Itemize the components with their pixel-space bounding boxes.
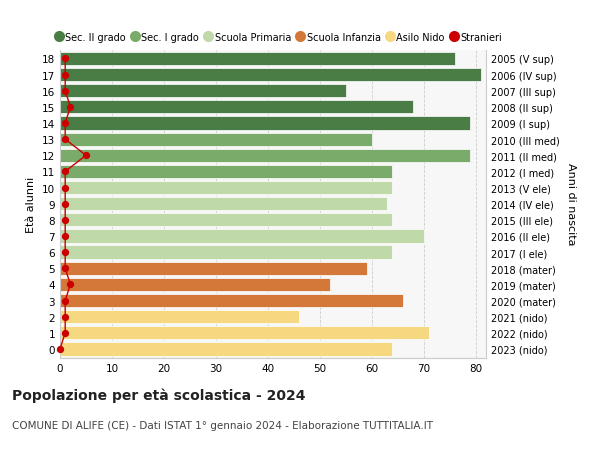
Point bbox=[61, 120, 70, 128]
Bar bbox=[60, 342, 392, 356]
Bar bbox=[60, 198, 387, 211]
Bar bbox=[60, 117, 470, 130]
Point bbox=[61, 217, 70, 224]
Point bbox=[61, 72, 70, 79]
Point bbox=[61, 313, 70, 321]
Bar bbox=[60, 230, 424, 243]
Bar bbox=[60, 133, 372, 146]
Point bbox=[61, 265, 70, 272]
Legend: Sec. II grado, Sec. I grado, Scuola Primaria, Scuola Infanzia, Asilo Nido, Stran: Sec. II grado, Sec. I grado, Scuola Prim… bbox=[56, 33, 502, 43]
Point bbox=[65, 281, 75, 288]
Point bbox=[61, 330, 70, 337]
Point bbox=[61, 185, 70, 192]
Point bbox=[65, 104, 75, 112]
Bar bbox=[60, 214, 392, 227]
Bar bbox=[60, 69, 481, 82]
Bar bbox=[60, 149, 470, 162]
Bar bbox=[60, 326, 429, 340]
Bar bbox=[60, 182, 392, 195]
Y-axis label: Età alunni: Età alunni bbox=[26, 176, 37, 232]
Point bbox=[55, 346, 65, 353]
Bar bbox=[60, 278, 330, 291]
Point bbox=[61, 249, 70, 256]
Bar bbox=[60, 262, 367, 275]
Text: COMUNE DI ALIFE (CE) - Dati ISTAT 1° gennaio 2024 - Elaborazione TUTTITALIA.IT: COMUNE DI ALIFE (CE) - Dati ISTAT 1° gen… bbox=[12, 420, 433, 430]
Point bbox=[81, 152, 91, 160]
Point bbox=[61, 136, 70, 144]
Bar bbox=[60, 246, 392, 259]
Bar bbox=[60, 101, 413, 114]
Text: Popolazione per età scolastica - 2024: Popolazione per età scolastica - 2024 bbox=[12, 388, 305, 403]
Bar bbox=[60, 294, 403, 308]
Bar bbox=[60, 310, 299, 324]
Point bbox=[61, 297, 70, 304]
Point bbox=[61, 201, 70, 208]
Bar bbox=[60, 53, 455, 66]
Bar bbox=[60, 165, 392, 179]
Point bbox=[61, 56, 70, 63]
Point bbox=[61, 168, 70, 176]
Bar bbox=[60, 85, 346, 98]
Y-axis label: Anni di nascita: Anni di nascita bbox=[566, 163, 576, 246]
Point bbox=[61, 233, 70, 240]
Point bbox=[61, 88, 70, 95]
